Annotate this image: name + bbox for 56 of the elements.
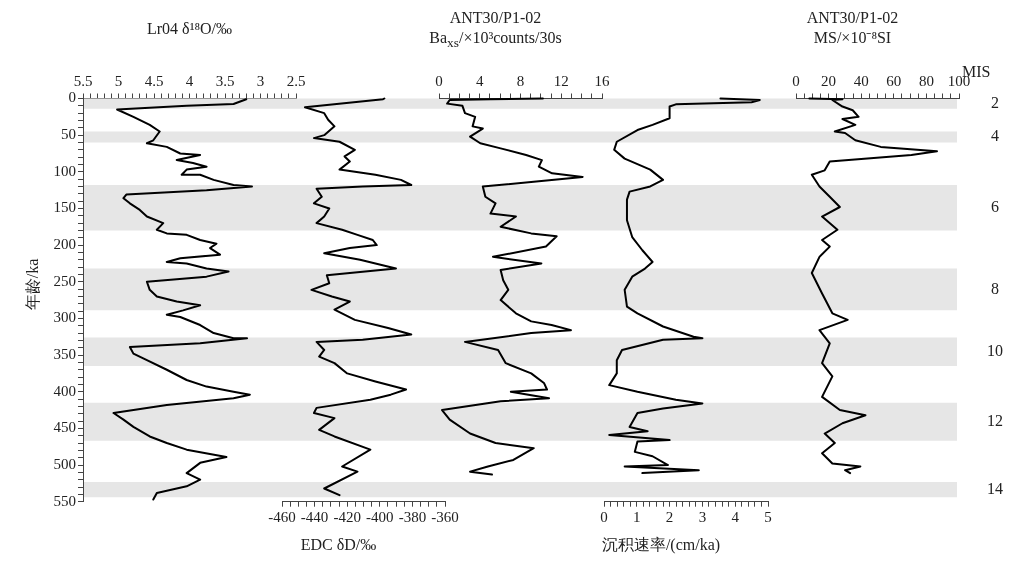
x-tick-label: 20 (821, 73, 837, 90)
x-tick-label: 3 (256, 73, 265, 90)
x-tick-label: 16 (594, 73, 610, 90)
x-tick-label: 4 (476, 73, 484, 90)
x-tick-label: 1 (633, 508, 641, 525)
y-tick-label: 50 (61, 126, 76, 143)
x-tick-label: 0 (792, 73, 800, 90)
y-tick-label: 300 (53, 309, 76, 326)
band-label: 12 (987, 412, 1003, 429)
x-tick-label: 60 (886, 73, 902, 90)
x-tick-label: -380 (398, 508, 427, 525)
x-tick-label: 3.5 (215, 73, 235, 90)
x-tick-label: 5 (114, 73, 123, 90)
x-tick-label: 5 (764, 508, 772, 525)
x-tick-label: -440 (300, 508, 329, 525)
y-tick-label: 150 (53, 199, 76, 216)
band-label: 10 (987, 341, 1003, 359)
x-tick-label: 8 (516, 73, 525, 90)
x-tick-label: 0 (600, 508, 608, 525)
x-tick-label: 12 (553, 73, 569, 90)
x-tick-label: 40 (853, 73, 869, 90)
x-tick-label: 2 (665, 508, 674, 525)
y-tick-label: 200 (53, 236, 76, 253)
y-tick-label: 450 (53, 419, 76, 436)
y-tick-label: 100 (53, 162, 76, 179)
x-axis-title: EDC δD/‰ (299, 536, 378, 554)
x-tick-label: 0 (435, 73, 443, 90)
y-tick-label: 250 (53, 272, 76, 289)
x-tick-label: 2.5 (286, 73, 306, 90)
y-tick-label: 350 (53, 346, 76, 363)
band-label: 14 (987, 479, 1003, 497)
band-label: 6 (991, 197, 999, 215)
x-tick-label: 80 (918, 73, 934, 90)
x-tick-label: 4 (185, 73, 194, 90)
x-axis-title: MS/×10⁻⁸SI (812, 29, 893, 47)
chart-title: ANT30/P1-02 (805, 9, 900, 27)
x-tick-label: 4.5 (144, 73, 164, 90)
x-axis-title: Ba$_{xs}$/×10³counts/30s (428, 29, 563, 53)
y-tick-label: 0 (68, 89, 76, 106)
x-tick-label: -400 (366, 508, 394, 525)
band-label: 2 (991, 93, 999, 111)
x-axis-title: 沉积速率/(cm/ka) (600, 536, 722, 554)
x-tick-label: -460 (268, 508, 296, 525)
band-label: 4 (991, 127, 999, 145)
y-tick-label: 400 (53, 382, 76, 399)
x-axis-title: Lr04 δ¹⁸O/‰ (146, 20, 233, 38)
x-tick-label: 3 (698, 508, 707, 525)
y-tick-label: 550 (53, 492, 76, 509)
y-axis-title: 年龄/ka (22, 259, 42, 311)
x-tick-label: -420 (333, 508, 361, 525)
x-tick-label: 4 (731, 508, 740, 525)
x-tick-label: -360 (431, 508, 459, 525)
y-tick-label: 500 (53, 455, 76, 472)
chart-title: ANT30/P1-02 (448, 9, 543, 27)
x-tick-label: 5.5 (73, 73, 93, 90)
band-label: 8 (991, 279, 999, 297)
